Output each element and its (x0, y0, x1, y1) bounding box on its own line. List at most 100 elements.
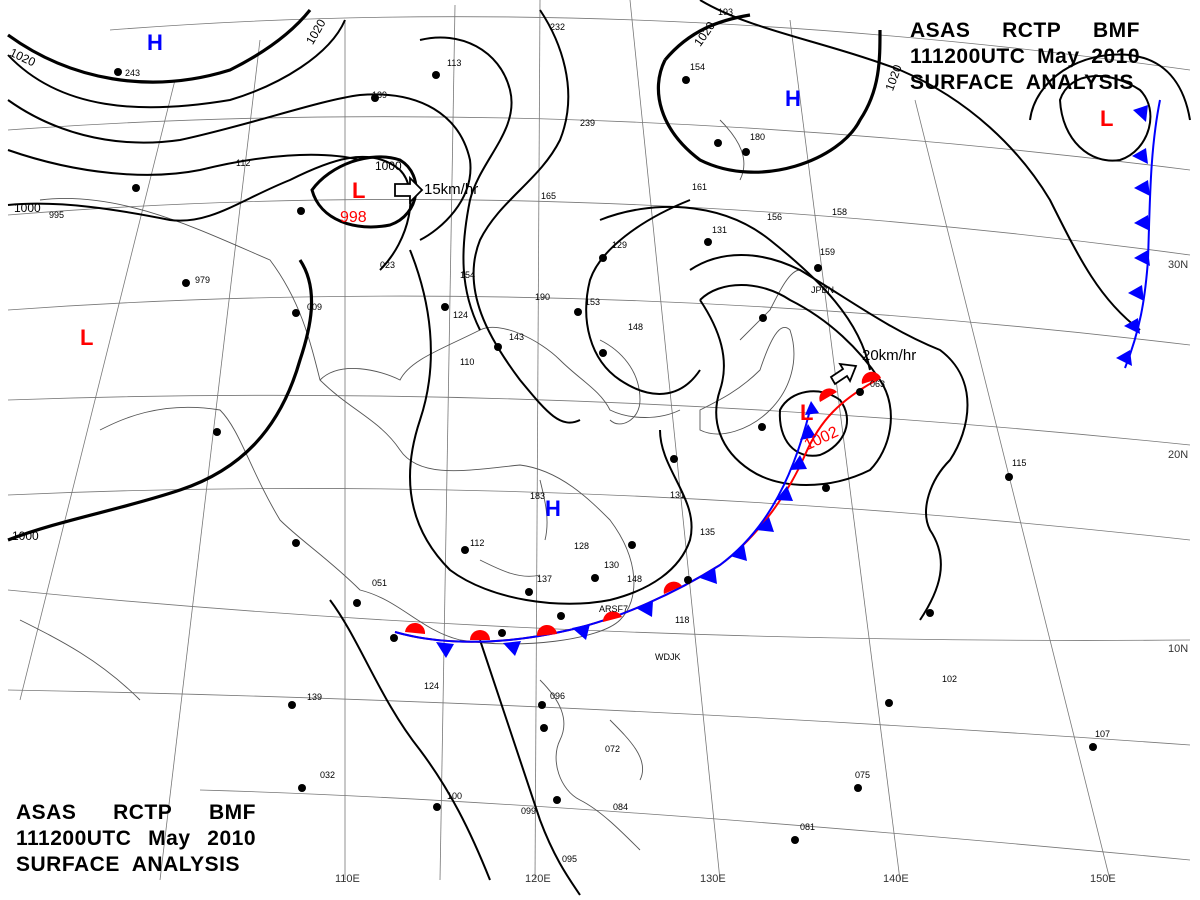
station-pressure-value: 075 (855, 770, 870, 780)
station-pressure-value: 102 (942, 674, 957, 684)
station-pressure-value: 153 (585, 297, 600, 307)
station-pressure-value: 135 (700, 527, 715, 537)
header-time: 111200UTC (16, 827, 132, 850)
station-pressure-value: 099 (521, 806, 536, 816)
isobar-label: 1000 (14, 201, 41, 215)
station-pressure-value: 023 (380, 260, 395, 270)
lat-label: 30N (1168, 259, 1188, 271)
header-year: 2010 (207, 827, 256, 850)
header-agency: ASAS (910, 19, 971, 42)
motion-labels: 15km/hr 20km/hr (424, 181, 916, 364)
high-center: H (147, 30, 163, 55)
motion-arrow-2 (829, 362, 858, 386)
station-pressure-value: 148 (627, 574, 642, 584)
isobar-labels: 1020 1020 1020 1020 1000 1000 1000 (8, 16, 905, 543)
isobars (7, 0, 1191, 896)
header-bottom-left: ASAS RCTP BMF 111200UTC May 2010 SURFACE… (16, 800, 256, 878)
fronts (394, 99, 1161, 658)
low-center: L (1100, 106, 1113, 131)
motion-speed-label: 20km/hr (862, 347, 916, 364)
station-pressure-value: 112 (236, 158, 250, 168)
station-code: ARSF7 (599, 604, 628, 614)
station-pressure-value: 158 (832, 207, 847, 217)
station-pressure-value: 156 (767, 212, 782, 222)
station-pressure-value: 243 (125, 68, 140, 78)
lat-label: 20N (1168, 449, 1188, 461)
station-pressure-value: 131 (670, 490, 685, 500)
station-pressure-value: 118 (675, 615, 689, 625)
header-code: BMF (1093, 19, 1140, 42)
station-pressure-value: 100 (447, 791, 462, 801)
header-agency: ASAS (16, 801, 77, 824)
station-pressure-value: 159 (820, 247, 835, 257)
low-center: L (352, 178, 365, 203)
lon-label: 110E (335, 873, 360, 885)
cold-front-symbols (436, 105, 1150, 658)
station-pressure-value: 084 (613, 802, 628, 812)
station-pressure-value: 009 (307, 302, 322, 312)
graticule (7, 0, 1191, 881)
station-pressure-value: 095 (562, 854, 577, 864)
coastlines (19, 119, 801, 851)
header-line-2: 111200UTC May 2010 (910, 44, 1140, 70)
station-pressure-value: 143 (509, 332, 524, 342)
cold-front-line (394, 409, 811, 643)
motion-arrows (394, 175, 858, 386)
lon-label: 120E (525, 873, 551, 885)
lon-label: 140E (883, 873, 909, 885)
station-markers (114, 68, 1097, 844)
header-station: RCTP (113, 801, 173, 824)
station-pressure-value: 107 (1095, 729, 1110, 739)
header-top-right: ASAS RCTP BMF 111200UTC May 2010 SURFACE… (910, 18, 1140, 96)
header-line-2: 111200UTC May 2010 (16, 826, 256, 852)
station-pressure-value: 124 (453, 310, 468, 320)
station-code: WDJK (655, 652, 681, 662)
station-pressure-value: 139 (307, 692, 322, 702)
motion-speed-label: 15km/hr (424, 181, 478, 198)
station-codes: JPBN WDJK ARSF7 (599, 285, 834, 662)
station-pressure-value: 239 (580, 118, 595, 128)
station-pressure-value: 154 (690, 62, 705, 72)
station-pressure-value: 183 (530, 491, 545, 501)
station-pressure-value: 137 (537, 574, 552, 584)
station-pressure-value: 995 (49, 210, 64, 220)
station-pressure-value: 232 (550, 22, 565, 32)
station-values: 243 113 139 112 995 979 009 023 154 124 … (49, 7, 1110, 864)
station-pressure-value: 096 (550, 691, 565, 701)
header-time: 111200UTC (910, 45, 1026, 68)
lat-label: 10N (1168, 643, 1188, 655)
station-pressure-value: 148 (628, 322, 643, 332)
station-pressure-value: 165 (541, 191, 556, 201)
header-line-1: ASAS RCTP BMF (16, 800, 256, 826)
station-pressure-value: 081 (800, 822, 815, 832)
low-center: L (800, 400, 813, 425)
station-pressure-value: 110 (460, 357, 474, 367)
station-pressure-value: 128 (574, 541, 589, 551)
lon-label: 150E (1090, 873, 1116, 885)
high-center: H (785, 86, 801, 111)
cold-front-east (1124, 99, 1161, 369)
station-pressure-value: 139 (372, 90, 387, 100)
header-title: SURFACE ANALYSIS (910, 71, 1134, 94)
header-station: RCTP (1002, 19, 1062, 42)
station-pressure-value: 032 (320, 770, 335, 780)
station-pressure-value: 161 (692, 182, 707, 192)
header-code: BMF (209, 801, 256, 824)
header-year: 2010 (1091, 45, 1140, 68)
station-pressure-value: 129 (612, 240, 627, 250)
station-code: JPBN (811, 285, 834, 295)
station-pressure-value: 979 (195, 275, 210, 285)
station-pressure-value: 130 (604, 560, 619, 570)
station-pressure-value: 115 (1012, 458, 1026, 468)
station-pressure-value: 154 (460, 270, 475, 280)
station-pressure-value: 190 (535, 292, 550, 302)
station-pressure-value: 180 (750, 132, 765, 142)
header-title: SURFACE ANALYSIS (16, 853, 240, 876)
grid-labels: 110E 120E 130E 140E 150E 30N 20N 10N (335, 259, 1188, 885)
isobar-label: 1000 (375, 159, 402, 173)
station-pressure-value: 193 (718, 7, 733, 17)
warm-front-symbols (405, 371, 881, 640)
isobar-label: 1000 (12, 529, 39, 543)
station-pressure-value: 124 (424, 681, 439, 691)
